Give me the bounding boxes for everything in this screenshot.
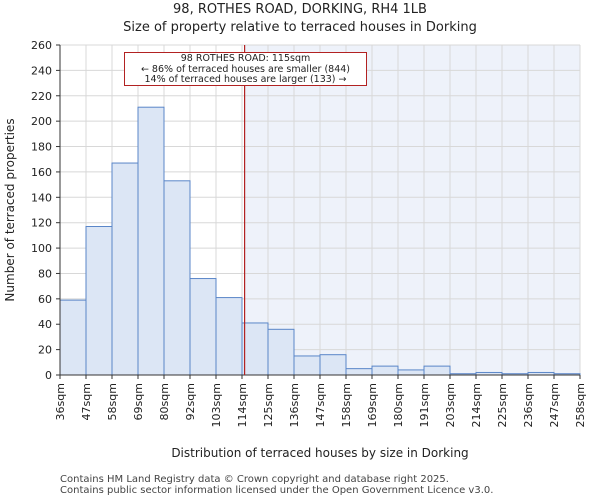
x-tick-label: 58sqm: [106, 383, 119, 420]
histogram-bar: [423, 365, 451, 376]
x-tick-label: 158sqm: [340, 383, 353, 427]
histogram-bar: [241, 322, 269, 376]
histogram-bar: [267, 328, 295, 376]
chart-title: 98, ROTHES ROAD, DORKING, RH4 1LB: [173, 2, 427, 17]
footer-licence: Contains public sector information licen…: [60, 485, 494, 496]
x-tick-label: 136sqm: [288, 383, 301, 427]
histogram-bar: [59, 299, 87, 376]
annotation-line-2: ← 86% of terraced houses are smaller (84…: [140, 63, 351, 75]
histogram-bar: [85, 226, 113, 376]
histogram-bar: [345, 368, 373, 376]
annotation-box: 98 ROTHES ROAD: 115sqm ← 86% of terraced…: [124, 52, 367, 86]
x-tick-label: 169sqm: [366, 383, 379, 427]
y-tick-label: 180: [31, 141, 52, 154]
y-tick-label: 100: [31, 242, 52, 255]
chart-subtitle: Size of property relative to terraced ho…: [123, 20, 477, 35]
y-tick-label: 200: [31, 115, 52, 128]
annotation-line-1: 98 ROTHES ROAD: 115sqm: [180, 53, 311, 64]
x-tick-label: 247sqm: [548, 383, 561, 427]
histogram-bar: [189, 278, 217, 376]
histogram-bar: [137, 106, 165, 376]
x-tick-label: 203sqm: [444, 383, 457, 427]
y-tick-label: 160: [31, 166, 52, 179]
y-tick-label: 260: [31, 39, 52, 52]
x-axis-title: Distribution of terraced houses by size …: [171, 446, 468, 460]
y-tick-label: 20: [38, 344, 52, 357]
x-tick-label: 103sqm: [210, 383, 223, 427]
y-tick-label: 40: [38, 318, 52, 331]
histogram-bar: [319, 354, 347, 376]
y-tick-label: 240: [31, 64, 52, 77]
x-tick-label: 80sqm: [158, 383, 171, 420]
y-tick-label: 220: [31, 90, 52, 103]
footer-copyright: Contains HM Land Registry data © Crown c…: [60, 474, 449, 485]
x-tick-label: 92sqm: [184, 383, 197, 420]
x-tick-label: 225sqm: [496, 383, 509, 427]
annotation-line-3: 14% of terraced houses are larger (133) …: [144, 74, 347, 85]
x-tick-label: 191sqm: [418, 383, 431, 427]
y-axis-title: Number of terraced properties: [3, 118, 17, 301]
x-tick-label: 69sqm: [132, 383, 145, 420]
y-tick-label: 0: [45, 369, 52, 382]
x-tick-label: 258sqm: [574, 383, 587, 427]
histogram-bar: [293, 355, 321, 376]
y-tick-label: 140: [31, 191, 52, 204]
x-tick-label: 180sqm: [392, 383, 405, 427]
x-tick-label: 36sqm: [54, 383, 67, 420]
y-tick-label: 60: [38, 293, 52, 306]
x-tick-label: 125sqm: [262, 383, 275, 427]
histogram-bar: [215, 297, 243, 376]
histogram-bar: [163, 180, 191, 376]
larger-region-shade: [244, 45, 580, 375]
x-tick-label: 214sqm: [470, 383, 483, 427]
y-tick-label: 120: [31, 217, 52, 230]
histogram-bar: [397, 369, 425, 376]
x-tick-label: 47sqm: [80, 383, 93, 420]
x-tick-label: 147sqm: [314, 383, 327, 427]
x-tick-label: 114sqm: [236, 383, 249, 427]
x-tick-label: 236sqm: [522, 383, 535, 427]
histogram-bar: [371, 365, 399, 376]
y-tick-label: 80: [38, 267, 52, 280]
histogram-bar: [111, 162, 139, 376]
